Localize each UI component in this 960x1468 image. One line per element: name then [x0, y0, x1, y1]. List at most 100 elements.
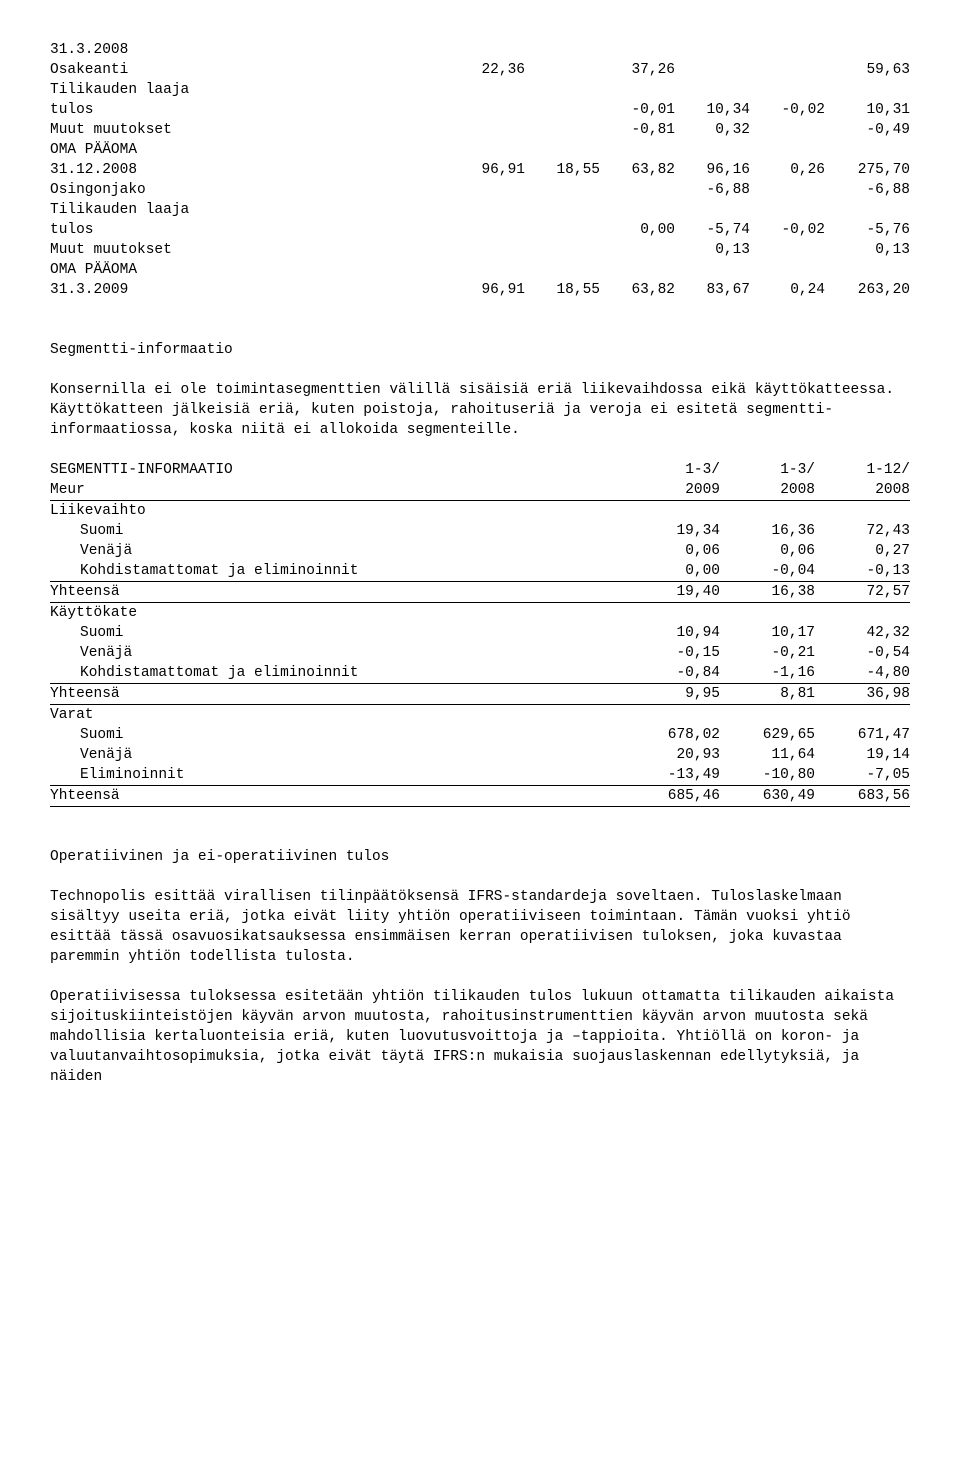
- cell: 629,65: [720, 725, 815, 745]
- cell: [675, 40, 750, 60]
- cell: [525, 200, 600, 220]
- cell: 683,56: [815, 786, 910, 806]
- cell: [675, 260, 750, 280]
- row-label: Tilikauden laaja: [50, 80, 189, 100]
- cell: 0,27: [815, 541, 910, 561]
- cell: -0,02: [750, 100, 825, 120]
- cell: [525, 40, 600, 60]
- cell: 42,32: [815, 623, 910, 643]
- cell: 630,49: [720, 786, 815, 806]
- table-row: Suomi10,9410,1742,32: [50, 623, 910, 643]
- group-title: Liikevaihto: [50, 501, 910, 521]
- row-label: Suomi: [50, 725, 625, 745]
- cell: 2008: [815, 480, 910, 500]
- cell: [675, 60, 750, 80]
- cell: 275,70: [825, 160, 910, 180]
- cell: 16,38: [720, 582, 815, 602]
- segment-heading: Segmentti-informaatio: [50, 340, 910, 360]
- table-row: tulos0,00-5,74-0,02-5,76: [50, 220, 910, 240]
- cell: [600, 40, 675, 60]
- cell: 63,82: [600, 160, 675, 180]
- cell: [450, 100, 525, 120]
- cell: [750, 260, 825, 280]
- cell: 19,14: [815, 745, 910, 765]
- cell: [675, 200, 750, 220]
- cell: -10,80: [720, 765, 815, 785]
- cell: [525, 260, 600, 280]
- row-label: SEGMENTTI-INFORMAATIO: [50, 460, 625, 480]
- cell: [525, 60, 600, 80]
- table-row: tulos-0,0110,34-0,0210,31: [50, 100, 910, 120]
- row-label: Yhteensä: [50, 786, 625, 806]
- row-label: 31.3.2008: [50, 40, 128, 60]
- cell: 96,91: [450, 160, 525, 180]
- cell: [750, 60, 825, 80]
- cell: 72,57: [815, 582, 910, 602]
- cell: -0,02: [750, 220, 825, 240]
- table-row: OMA PÄÄOMA: [50, 140, 910, 160]
- cell: 0,13: [675, 240, 750, 260]
- cell: 19,34: [625, 521, 720, 541]
- table-row: 31.3.2008: [50, 40, 910, 60]
- table-row: 31.12.200896,9118,5563,8296,160,26275,70: [50, 160, 910, 180]
- cell: 10,94: [625, 623, 720, 643]
- row-label: Kohdistamattomat ja eliminoinnit: [50, 663, 625, 683]
- cell: 10,31: [825, 100, 910, 120]
- cell: [450, 180, 525, 200]
- cell: -0,01: [600, 100, 675, 120]
- cell: -0,21: [720, 643, 815, 663]
- row-label: Suomi: [50, 521, 625, 541]
- cell: -0,54: [815, 643, 910, 663]
- cell: 10,34: [675, 100, 750, 120]
- cell: -13,49: [625, 765, 720, 785]
- table-row: Kohdistamattomat ja eliminoinnit0,00-0,0…: [50, 561, 910, 581]
- row-label: Yhteensä: [50, 582, 625, 602]
- table-row: Osingonjako-6,88-6,88: [50, 180, 910, 200]
- cell: 0,06: [720, 541, 815, 561]
- cell: [750, 200, 825, 220]
- cell: [600, 180, 675, 200]
- cell: [450, 220, 525, 240]
- row-label: Tilikauden laaja: [50, 200, 189, 220]
- table-row: Tilikauden laaja: [50, 80, 910, 100]
- cell: [600, 240, 675, 260]
- cell: [450, 140, 525, 160]
- table-row: Suomi19,3416,3672,43: [50, 521, 910, 541]
- table-row: 31.3.200996,9118,5563,8283,670,24263,20: [50, 280, 910, 300]
- cell: -1,16: [720, 663, 815, 683]
- cell: 11,64: [720, 745, 815, 765]
- cell: 0,00: [625, 561, 720, 581]
- cell: 20,93: [625, 745, 720, 765]
- cell: 0,13: [825, 240, 910, 260]
- cell: [450, 40, 525, 60]
- cell: [525, 100, 600, 120]
- cell: [600, 200, 675, 220]
- operative-paragraph-1: Technopolis esittää virallisen tilinpäät…: [50, 887, 910, 967]
- cell: [750, 180, 825, 200]
- cell: [825, 140, 910, 160]
- cell: [750, 40, 825, 60]
- cell: [825, 200, 910, 220]
- group-title-row: Käyttökate: [50, 603, 910, 623]
- cell: 0,26: [750, 160, 825, 180]
- table-row: SEGMENTTI-INFORMAATIO1-3/1-3/1-12/: [50, 460, 910, 480]
- cell: 9,95: [625, 684, 720, 704]
- cell: 0,24: [750, 280, 825, 300]
- table-row: Tilikauden laaja: [50, 200, 910, 220]
- cell: -0,84: [625, 663, 720, 683]
- row-label: Venäjä: [50, 541, 625, 561]
- cell: [525, 220, 600, 240]
- table-row: Meur200920082008: [50, 480, 910, 500]
- table-row: Yhteensä9,958,8136,98: [50, 684, 910, 704]
- table-row: Osakeanti22,3637,2659,63: [50, 60, 910, 80]
- table-row: Venäjä0,060,060,27: [50, 541, 910, 561]
- table-row: Yhteensä685,46630,49683,56: [50, 786, 910, 806]
- operative-heading: Operatiivinen ja ei-operatiivinen tulos: [50, 847, 910, 867]
- cell: -0,04: [720, 561, 815, 581]
- table-row: OMA PÄÄOMA: [50, 260, 910, 280]
- cell: [600, 140, 675, 160]
- group-title: Käyttökate: [50, 603, 910, 623]
- row-label: Meur: [50, 480, 625, 500]
- cell: 1-3/: [720, 460, 815, 480]
- row-label: 31.12.2008: [50, 160, 137, 180]
